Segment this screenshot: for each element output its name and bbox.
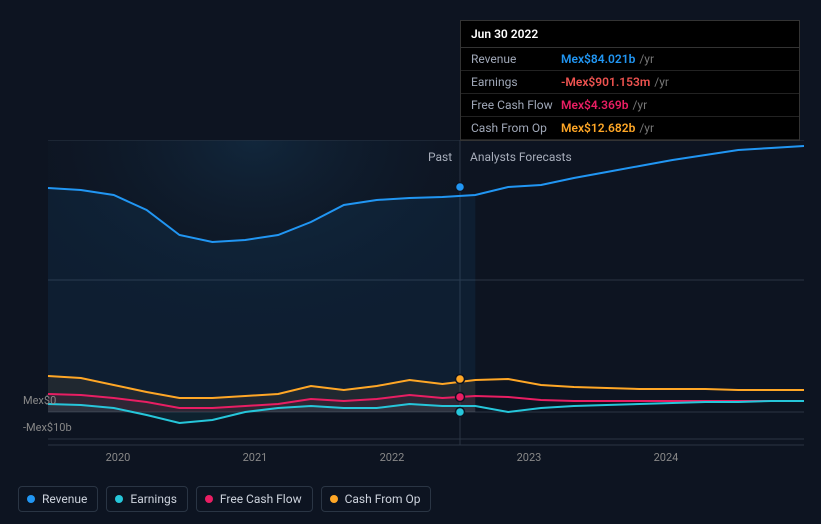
x-axis-label: 2020 [106,451,131,464]
legend-item-cash_from_op[interactable]: Cash From Op [321,486,432,512]
y-axis-label: -Mex$10b [23,421,72,434]
tooltip-row-unit: /yr [639,121,654,135]
series-marker-free_cash_flow [456,393,465,402]
series-marker-revenue [456,183,465,192]
legend-label: Cash From Op [345,492,421,506]
legend-item-revenue[interactable]: Revenue [18,486,98,512]
series-marker-cash_from_op [456,375,465,384]
tooltip-row-unit: /yr [654,75,669,89]
legend-label: Free Cash Flow [220,492,302,506]
legend-dot [205,495,213,503]
tooltip-row-unit: /yr [639,52,654,66]
legend-dot [115,495,123,503]
chart-tooltip: Jun 30 2022 RevenueMex$84.021b/yrEarning… [460,20,800,141]
chart-plot-area[interactable]: Mex$100bMex$0-Mex$10b2020202120222023202… [18,140,804,445]
tooltip-row-value: Mex$84.021b [561,52,635,66]
forecast-label: Analysts Forecasts [470,150,572,164]
tooltip-row-value: -Mex$901.153m [561,75,650,89]
series-marker-earnings [456,408,465,417]
tooltip-row-label: Earnings [471,75,561,89]
tooltip-row: Free Cash FlowMex$4.369b/yr [461,94,799,117]
legend-label: Earnings [130,492,177,506]
tooltip-row-value: Mex$4.369b [561,98,628,112]
tooltip-row-label: Cash From Op [471,121,561,135]
tooltip-row: RevenueMex$84.021b/yr [461,48,799,71]
tooltip-row: Earnings-Mex$901.153m/yr [461,71,799,94]
x-axis-label: 2024 [654,451,679,464]
legend: Revenue Earnings Free Cash Flow Cash From O… [18,486,431,512]
tooltip-row-unit: /yr [632,98,647,112]
legend-item-free_cash_flow[interactable]: Free Cash Flow [196,486,313,512]
tooltip-row: Cash From OpMex$12.682b/yr [461,117,799,140]
tooltip-row-label: Free Cash Flow [471,98,561,112]
x-axis-label: 2023 [517,451,542,464]
past-label: Past [428,150,452,164]
x-axis-label: 2021 [243,451,268,464]
legend-item-earnings[interactable]: Earnings [106,486,188,512]
legend-label: Revenue [42,492,87,506]
y-axis-label: Mex$0 [23,394,56,407]
legend-dot [330,495,338,503]
tooltip-row-label: Revenue [471,52,561,66]
tooltip-row-value: Mex$12.682b [561,121,635,135]
legend-dot [27,495,35,503]
tooltip-date: Jun 30 2022 [461,21,799,48]
x-axis-label: 2022 [380,451,405,464]
